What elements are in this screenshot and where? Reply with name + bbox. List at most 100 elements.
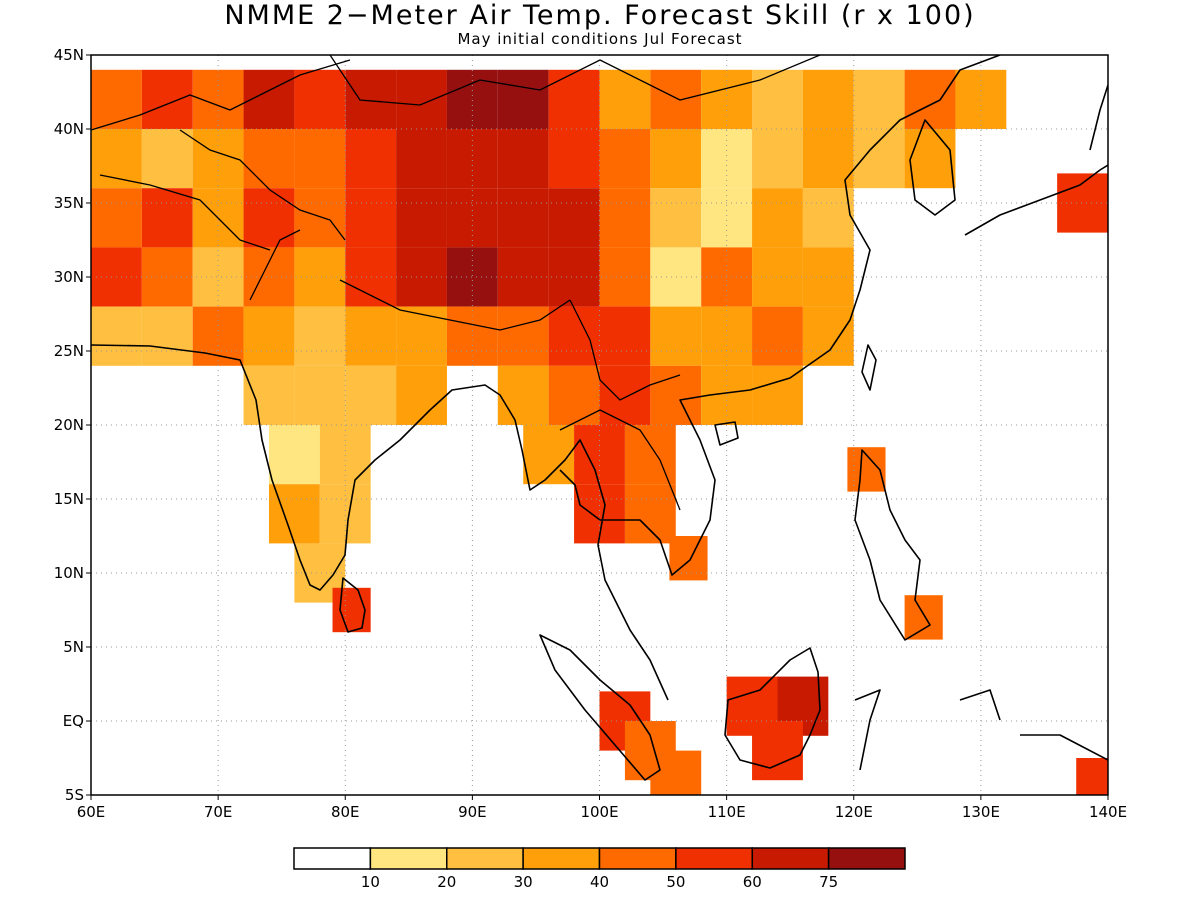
- lat-tick-label: 5N: [63, 638, 84, 656]
- coastline-sri-lanka: [339, 577, 366, 633]
- coastline-arabia-india: [91, 344, 669, 701]
- skill-cell: [548, 306, 600, 366]
- map-subtitle: May initial conditions Jul Forecast: [457, 30, 743, 48]
- coastline-philippines: [854, 449, 931, 641]
- skill-cell: [548, 129, 600, 189]
- skill-cell: [91, 306, 142, 366]
- skill-cell: [624, 425, 676, 485]
- skill-cell: [497, 188, 549, 248]
- skill-cell: [650, 750, 702, 795]
- skill-cell: [669, 536, 708, 581]
- country-borders: [91, 55, 821, 511]
- skill-cell: [396, 365, 447, 425]
- skill-cell: [91, 129, 142, 189]
- skill-cell: [955, 69, 1007, 129]
- legend-tick-label: 30: [514, 873, 533, 891]
- skill-cell: [268, 425, 320, 485]
- skill-cell: [141, 69, 193, 129]
- skill-cell: [701, 188, 753, 248]
- skill-cell: [141, 306, 193, 366]
- lat-tick-label: 15N: [54, 490, 84, 508]
- skill-cell: [319, 484, 371, 544]
- skill-cell: [243, 306, 295, 366]
- skill-cell: [396, 306, 447, 366]
- skill-cell: [497, 306, 549, 366]
- legend-tick-label: 75: [819, 873, 838, 891]
- lat-tick-label: 25N: [54, 342, 84, 360]
- skill-cell: [599, 247, 651, 307]
- coastline-borneo: [724, 647, 821, 769]
- legend-tick-label: 40: [590, 873, 609, 891]
- lon-tick-label: 60E: [77, 803, 106, 821]
- skill-cell: [345, 188, 397, 248]
- legend-tick-label: 20: [437, 873, 456, 891]
- skill-cell: [446, 69, 498, 129]
- skill-cell: [802, 306, 854, 366]
- coastline-japan-korea: [909, 84, 1108, 236]
- skill-cell: [294, 247, 346, 307]
- legend-swatch: [369, 847, 448, 870]
- skill-cell: [802, 129, 854, 189]
- skill-cell: [141, 247, 193, 307]
- skill-cell: [650, 129, 702, 189]
- skill-cell: [243, 365, 295, 425]
- map-title: NMME 2−Meter Air Temp. Forecast Skill (r…: [224, 0, 976, 31]
- lon-tick-label: 80E: [331, 803, 360, 821]
- skill-cell: [599, 188, 651, 248]
- skill-cell: [599, 365, 651, 425]
- skill-cell: [853, 129, 905, 189]
- lat-tick-label: EQ: [63, 712, 84, 730]
- skill-cell: [345, 247, 397, 307]
- skill-cell: [319, 425, 371, 485]
- skill-cell: [599, 129, 651, 189]
- skill-cell: [701, 69, 753, 129]
- lat-tick-label: 20N: [54, 416, 84, 434]
- skill-cell: [497, 69, 549, 129]
- skill-cell: [650, 188, 702, 248]
- lat-tick-label: 35N: [54, 194, 84, 212]
- skill-cell: [192, 247, 244, 307]
- lon-tick-label: 70E: [204, 803, 233, 821]
- skill-cell: [396, 188, 447, 248]
- legend-swatch: [598, 847, 677, 870]
- lat-tick-label: 10N: [54, 564, 84, 582]
- skill-cell: [853, 69, 905, 129]
- legend-swatch: [446, 847, 524, 870]
- skill-cell: [599, 306, 651, 366]
- lat-tick-label: 40N: [54, 120, 84, 138]
- legend-tick-label: 60: [743, 873, 762, 891]
- skill-cell: [904, 69, 956, 129]
- skill-cell: [91, 69, 142, 129]
- legend-tick-label: 50: [666, 873, 685, 891]
- skill-cell: [904, 595, 943, 640]
- skill-cell: [294, 69, 346, 129]
- lon-tick-label: 120E: [835, 803, 873, 821]
- skill-cell: [396, 69, 447, 129]
- skill-cell: [243, 129, 295, 189]
- skill-cell: [752, 247, 803, 307]
- lon-tick-label: 90E: [458, 803, 487, 821]
- skill-cell: [294, 129, 346, 189]
- lat-tick-label: 30N: [54, 268, 84, 286]
- skill-cell: [345, 129, 397, 189]
- skill-cell: [523, 425, 575, 485]
- coastline-taiwan: [861, 344, 877, 391]
- skill-cell: [396, 129, 447, 189]
- skill-cell: [650, 365, 702, 425]
- skill-cell: [548, 69, 600, 129]
- skill-cell: [497, 365, 549, 425]
- coastline-hainan: [714, 421, 739, 446]
- coastline-sulawesi-newguinea: [854, 689, 1108, 771]
- legend-swatch: [675, 847, 753, 870]
- skill-cell: [624, 484, 676, 544]
- skill-cell: [574, 425, 625, 485]
- lon-tick-label: 140E: [1089, 803, 1127, 821]
- skill-cell: [91, 188, 142, 248]
- skill-cell: [650, 69, 702, 129]
- lat-tick-label: 5S: [65, 786, 84, 804]
- skill-cell: [345, 69, 397, 129]
- lon-tick-label: 110E: [708, 803, 746, 821]
- skill-cell: [802, 69, 854, 129]
- legend-swatch: [293, 847, 372, 870]
